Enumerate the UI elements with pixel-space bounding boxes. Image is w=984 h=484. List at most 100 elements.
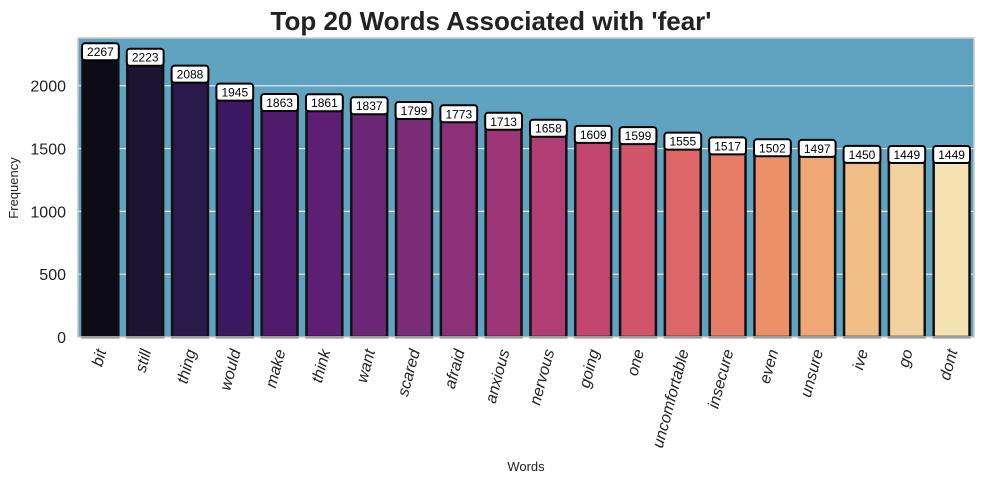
data-label: 1517 — [708, 136, 748, 156]
x-tick-label: uncomfortable — [650, 348, 693, 450]
data-label-text: 1449 — [893, 148, 920, 162]
data-label-text: 1517 — [714, 139, 741, 153]
bar-dont — [932, 153, 971, 339]
data-label-box — [529, 118, 568, 138]
data-label-text: 1861 — [311, 96, 338, 110]
x-tick-label: bit — [89, 347, 110, 368]
data-label-box — [887, 144, 927, 164]
bar-still — [126, 56, 165, 339]
bar-anxious — [484, 120, 523, 339]
data-label: 1449 — [932, 144, 972, 164]
x-tick-label: thing — [174, 348, 199, 386]
x-tick-label: ive — [850, 348, 872, 372]
bar-unsure — [798, 147, 837, 339]
data-label-box — [81, 42, 120, 62]
bar-want — [350, 104, 389, 339]
data-label-box — [260, 92, 300, 112]
x-axis-label: Words — [507, 459, 545, 474]
bar-uncomfortable — [663, 140, 702, 339]
y-tick-label: 1000 — [30, 204, 66, 221]
data-label-text: 1773 — [445, 107, 472, 121]
data-label-box — [932, 144, 972, 164]
data-labels: 2267 2223 2088 1945 1863 1861 1837 1799 1773 1713… — [81, 42, 972, 164]
x-tick-label: going — [577, 348, 604, 390]
data-label: 2088 — [170, 64, 210, 84]
chart-title: Top 20 Words Associated with 'fear' — [271, 6, 712, 36]
data-label: 2267 — [81, 42, 120, 62]
data-label: 1713 — [484, 111, 524, 131]
data-label-text: 1497 — [804, 142, 831, 156]
data-label: 1658 — [529, 118, 568, 138]
x-tick-label: go — [896, 348, 917, 370]
data-label-box — [215, 82, 255, 102]
data-label-box — [439, 104, 479, 124]
x-tick-label: want — [354, 347, 379, 385]
data-label-box — [663, 131, 703, 151]
bar-think — [305, 101, 344, 339]
data-label: 1945 — [215, 82, 255, 102]
data-label: 1502 — [753, 138, 792, 158]
bar-would — [215, 91, 254, 339]
x-tick-label: nervous — [527, 348, 558, 407]
y-axis-label: Frequency — [6, 157, 21, 219]
data-label-box — [170, 64, 210, 84]
data-label: 1799 — [394, 100, 434, 120]
data-label-box — [573, 124, 613, 144]
data-label: 1773 — [439, 104, 479, 124]
x-tick-label: dont — [937, 347, 962, 382]
x-tick-label: even — [757, 348, 782, 386]
x-tick-label: afraid — [442, 347, 469, 391]
data-label-text: 1449 — [938, 148, 965, 162]
bar-go — [887, 153, 926, 339]
x-tick-label: make — [263, 348, 290, 390]
y-tick-label: 0 — [57, 330, 66, 347]
bar-even — [753, 147, 792, 339]
bar-afraid — [439, 113, 478, 339]
data-label-box — [394, 100, 434, 120]
data-label: 1449 — [887, 144, 927, 164]
y-tick-label: 2000 — [30, 79, 66, 96]
plot-frame — [77, 37, 975, 338]
data-label-text: 2267 — [87, 45, 114, 59]
plot-area — [78, 38, 974, 337]
data-label-text: 1450 — [849, 148, 876, 162]
data-label-box — [484, 111, 524, 131]
bar-insecure — [708, 145, 747, 339]
data-label: 1450 — [842, 144, 882, 164]
data-label-text: 1863 — [266, 96, 293, 110]
data-label-text: 1658 — [535, 122, 562, 136]
x-tick-label: still — [133, 347, 156, 374]
x-tick-label: scared — [395, 347, 424, 399]
bar-ive — [842, 153, 882, 339]
x-tick-label: think — [309, 347, 334, 385]
bar-nervous — [529, 127, 568, 339]
bar-thing — [170, 73, 210, 339]
data-label-box — [349, 96, 389, 116]
data-label-box — [753, 138, 792, 158]
data-label-text: 1502 — [759, 141, 786, 155]
data-label-text: 1713 — [490, 115, 517, 129]
bar-scared — [394, 109, 434, 339]
data-label-box — [125, 47, 165, 67]
data-label: 1555 — [663, 131, 703, 151]
data-label-box — [618, 126, 658, 146]
y-axis-ticks: 0 500 1000 1500 2000 — [30, 79, 66, 347]
data-label: 1863 — [260, 92, 300, 112]
data-label-text: 1609 — [580, 128, 607, 142]
data-label-text: 1599 — [625, 129, 652, 143]
data-label: 2223 — [125, 47, 165, 67]
bar-going — [574, 133, 613, 339]
data-label-box — [305, 93, 344, 113]
x-tick-label: insecure — [705, 348, 737, 411]
data-label-text: 2088 — [177, 68, 204, 82]
data-label-text: 1945 — [221, 86, 248, 100]
data-label-text: 1837 — [356, 99, 383, 113]
data-label-box — [842, 144, 882, 164]
data-label: 1599 — [618, 126, 658, 146]
x-tick-label: unsure — [798, 348, 827, 400]
x-axis-ticks: bit still thing would make think want scared afr… — [89, 347, 961, 450]
y-tick-label: 500 — [39, 267, 66, 284]
x-tick-label: anxious — [483, 348, 514, 406]
